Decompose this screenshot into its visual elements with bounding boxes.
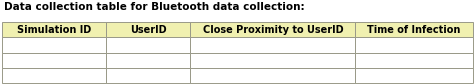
Text: Close Proximity to UserID: Close Proximity to UserID	[202, 25, 343, 35]
Bar	[105, 68, 190, 83]
Bar	[355, 37, 473, 52]
Bar	[190, 37, 355, 52]
Bar	[2, 52, 105, 68]
Bar	[2, 68, 105, 83]
Bar	[105, 37, 190, 52]
Text: Time of Infection: Time of Infection	[368, 25, 461, 35]
Bar	[2, 37, 105, 52]
Bar	[355, 52, 473, 68]
Bar	[2, 22, 105, 37]
Bar	[190, 22, 355, 37]
Text: Simulation ID: Simulation ID	[17, 25, 91, 35]
Bar	[190, 68, 355, 83]
Bar	[105, 22, 190, 37]
Text: UserID: UserID	[130, 25, 166, 35]
Bar	[355, 22, 473, 37]
Bar	[355, 68, 473, 83]
Bar	[105, 52, 190, 68]
Bar	[190, 52, 355, 68]
Text: Data collection table for Bluetooth data collection:: Data collection table for Bluetooth data…	[4, 2, 304, 12]
